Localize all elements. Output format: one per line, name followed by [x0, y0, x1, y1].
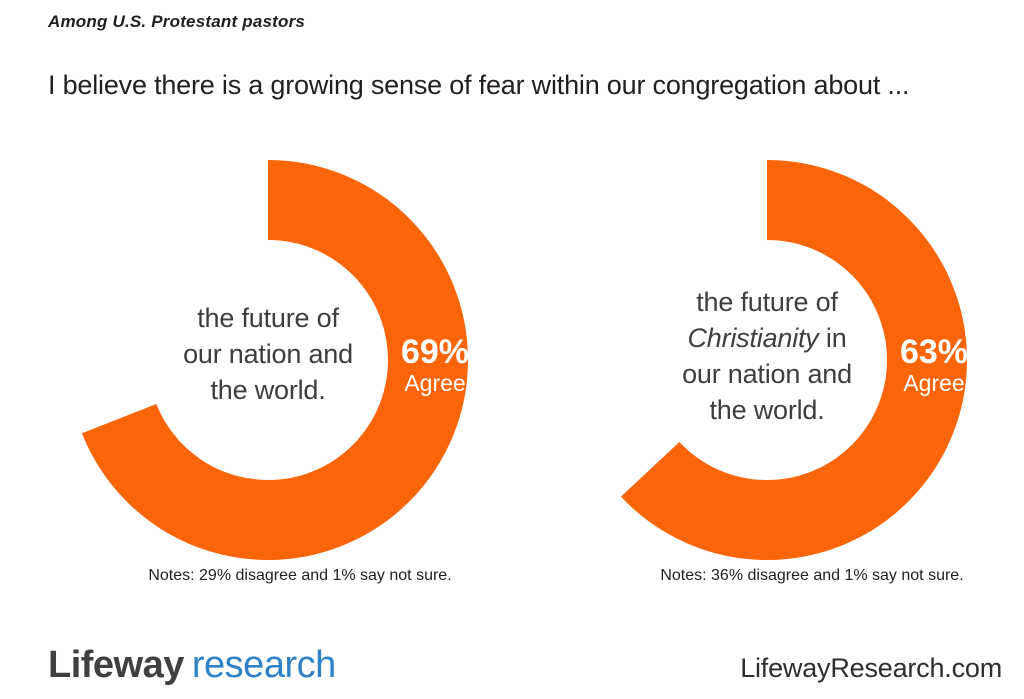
- donut-chart-nation: [68, 160, 468, 560]
- center-line: Christianity in: [567, 320, 967, 356]
- donut-arc-agree-christianity: [567, 160, 967, 560]
- center-line: our nation and: [682, 359, 852, 389]
- donut-arc-agree-nation: [68, 160, 468, 560]
- donut-center-text-nation: the future of our nation and the world.: [68, 300, 468, 408]
- website-url: LifewayResearch.com: [740, 653, 1002, 683]
- population-context-label: Among U.S. Protestant pastors: [48, 12, 306, 31]
- lifeway-research-logo: Lifeway research: [48, 644, 336, 687]
- notes-nation: Notes: 29% disagree and 1% say not sure.: [148, 567, 452, 584]
- notes-christianity: Notes: 36% disagree and 1% say not sure.: [660, 567, 964, 584]
- center-line: our nation and: [183, 339, 353, 369]
- center-line-rest: in: [818, 323, 847, 353]
- percent-value: 63%: [899, 333, 969, 371]
- percent-sublabel: Agree: [903, 370, 965, 396]
- logo-wordmark-research: research: [191, 644, 336, 686]
- center-line: the world.: [210, 375, 326, 405]
- percent-label-nation: 69% Agree: [368, 334, 502, 396]
- donut-center-text-christianity: the future of Christianity in our nation…: [567, 284, 967, 428]
- percent-label-christianity: 63% Agree: [867, 334, 1001, 396]
- page-title: I believe there is a growing sense of fe…: [48, 70, 910, 100]
- percent-value: 69%: [400, 333, 470, 371]
- center-line: the future of: [197, 303, 339, 333]
- center-line: the future of: [696, 287, 838, 317]
- donut-chart-christianity: [567, 160, 967, 560]
- center-line: the world.: [709, 395, 825, 425]
- percent-sublabel: Agree: [404, 370, 466, 396]
- logo-wordmark-lifeway: Lifeway: [48, 644, 184, 686]
- italic-word: Christianity: [687, 323, 819, 353]
